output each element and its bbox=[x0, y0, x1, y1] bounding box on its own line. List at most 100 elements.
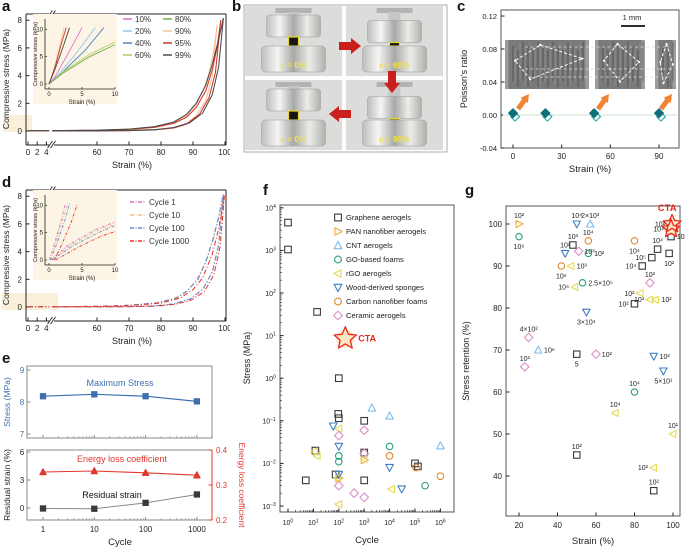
svg-text:2: 2 bbox=[35, 324, 40, 333]
svg-text:40%: 40% bbox=[135, 39, 151, 48]
svg-text:Strain (%): Strain (%) bbox=[112, 336, 152, 346]
svg-text:10⁴: 10⁴ bbox=[629, 381, 640, 388]
svg-text:0: 0 bbox=[511, 152, 516, 161]
svg-text:102: 102 bbox=[333, 518, 344, 527]
svg-text:4: 4 bbox=[44, 148, 49, 157]
svg-text:10²: 10² bbox=[624, 291, 635, 298]
svg-text:70: 70 bbox=[493, 346, 502, 355]
direction-arrow bbox=[329, 106, 351, 122]
svg-text:2×10³: 2×10³ bbox=[581, 213, 600, 220]
sem-image bbox=[505, 40, 589, 89]
svg-text:GO-based foams: GO-based foams bbox=[346, 255, 404, 264]
legend-f: Graphene aerogels PAN nanofiber aerogels C… bbox=[333, 213, 428, 321]
svg-text:6: 6 bbox=[18, 44, 23, 53]
svg-text:0.4: 0.4 bbox=[216, 446, 228, 455]
panel-e: e 7 8 9 Maximum Stress Stress (MPa) 0 3 6 0.2 0.3… bbox=[0, 350, 248, 549]
aerogel-sample bbox=[287, 36, 300, 47]
svg-text:60: 60 bbox=[592, 521, 601, 530]
svg-text:5: 5 bbox=[575, 362, 579, 369]
direction-arrow bbox=[384, 71, 400, 93]
svg-text:Compressive stress (kPa): Compressive stress (kPa) bbox=[33, 22, 39, 86]
svg-text:10²: 10² bbox=[661, 297, 672, 304]
svg-text:Cycle 1: Cycle 1 bbox=[149, 198, 176, 207]
svg-text:Carbon nanofiber foams: Carbon nanofiber foams bbox=[346, 297, 428, 306]
svg-text:100: 100 bbox=[218, 324, 230, 333]
panel-label-e: e bbox=[2, 350, 11, 367]
svg-text:Residual strain (%): Residual strain (%) bbox=[2, 449, 12, 521]
svg-text:PAN nanofiber aerogels: PAN nanofiber aerogels bbox=[346, 227, 426, 236]
svg-text:Graphene aerogels: Graphene aerogels bbox=[346, 213, 411, 222]
svg-text:-0.04: -0.04 bbox=[480, 144, 497, 153]
svg-text:Cycle 100: Cycle 100 bbox=[149, 224, 185, 233]
svg-text:Compressive stress (MPa): Compressive stress (MPa) bbox=[1, 205, 11, 305]
svg-text:10−3: 10−3 bbox=[262, 502, 276, 511]
svg-text:4: 4 bbox=[44, 324, 49, 333]
panel-label-a: a bbox=[2, 0, 11, 15]
svg-text:60: 60 bbox=[606, 152, 615, 161]
svg-text:99%: 99% bbox=[175, 51, 191, 60]
svg-text:2: 2 bbox=[35, 148, 40, 157]
svg-text:0.08: 0.08 bbox=[482, 45, 497, 54]
svg-text:90: 90 bbox=[189, 324, 198, 333]
svg-text:10²: 10² bbox=[655, 222, 666, 229]
svg-text:101: 101 bbox=[265, 332, 276, 341]
svg-text:100: 100 bbox=[139, 525, 153, 534]
svg-text:0: 0 bbox=[47, 268, 51, 274]
panel-label-f: f bbox=[263, 182, 268, 199]
svg-text:8: 8 bbox=[20, 398, 25, 407]
svg-text:Strain (%): Strain (%) bbox=[69, 276, 96, 282]
svg-text:CTA: CTA bbox=[358, 334, 376, 344]
svg-text:1 mm: 1 mm bbox=[623, 13, 642, 22]
svg-text:103: 103 bbox=[359, 518, 370, 527]
svg-text:104: 104 bbox=[384, 518, 395, 527]
svg-text:10²: 10² bbox=[645, 272, 656, 279]
svg-text:Strain (%): Strain (%) bbox=[569, 164, 611, 175]
plot-f: 104 103 102 101 100 10−1 10−2 10−3 100 101 102 103 1… bbox=[242, 204, 455, 546]
svg-text:2: 2 bbox=[18, 275, 23, 284]
svg-text:10⁵: 10⁵ bbox=[635, 255, 646, 262]
panel-c: c -0.04 0.00 0.04 0.08 0.12 0 30 60 90 Strain (%)… bbox=[455, 0, 685, 176]
svg-text:5: 5 bbox=[40, 55, 44, 61]
svg-text:10: 10 bbox=[112, 268, 119, 274]
svg-text:10: 10 bbox=[36, 203, 43, 209]
sem-image bbox=[595, 40, 646, 89]
svg-text:0: 0 bbox=[18, 303, 23, 312]
svg-text:ε = 60%: ε = 60% bbox=[379, 60, 410, 70]
panel-label-b: b bbox=[232, 0, 242, 15]
svg-text:10²: 10² bbox=[520, 356, 531, 363]
stress-vs-cycle-scatter: 104 103 102 101 100 10−1 10−2 10−3 100 101 102 103 1… bbox=[242, 204, 455, 546]
svg-text:10⁴: 10⁴ bbox=[653, 227, 664, 234]
svg-text:10²: 10² bbox=[572, 444, 583, 451]
svg-text:80: 80 bbox=[493, 304, 502, 313]
svg-text:CNT aerogels: CNT aerogels bbox=[346, 241, 393, 250]
svg-text:103: 103 bbox=[265, 247, 276, 256]
svg-text:10⁶: 10⁶ bbox=[544, 348, 555, 355]
svg-text:Strain (%): Strain (%) bbox=[112, 160, 152, 170]
svg-text:10−2: 10−2 bbox=[262, 460, 276, 469]
svg-text:5: 5 bbox=[40, 231, 44, 237]
panel-label-d: d bbox=[2, 174, 12, 191]
svg-text:4: 4 bbox=[18, 248, 23, 257]
fatigue-summary-chart: 7 8 9 Maximum Stress Stress (MPa) 0 3 6 0.2 0.3 0.… bbox=[2, 365, 247, 548]
svg-text:Stress retention (%): Stress retention (%) bbox=[461, 321, 471, 401]
svg-text:60: 60 bbox=[493, 388, 502, 397]
svg-text:104: 104 bbox=[265, 204, 276, 213]
poissons-ratio-chart: -0.04 0.00 0.04 0.08 0.12 0 30 60 90 Strain (%) Po… bbox=[459, 9, 680, 175]
svg-text:10²: 10² bbox=[664, 261, 675, 268]
svg-text:0.3: 0.3 bbox=[216, 481, 228, 490]
aerogel-sample bbox=[287, 110, 300, 121]
svg-text:30: 30 bbox=[557, 152, 566, 161]
svg-text:Strain (%): Strain (%) bbox=[69, 100, 96, 106]
svg-text:100: 100 bbox=[283, 518, 294, 527]
svg-text:Compressive stress (MPa): Compressive stress (MPa) bbox=[1, 29, 11, 129]
svg-text:101: 101 bbox=[308, 518, 319, 527]
svg-text:Stress (MPa): Stress (MPa) bbox=[242, 332, 252, 385]
svg-text:rGO aerogels: rGO aerogels bbox=[346, 269, 392, 278]
svg-text:10²: 10² bbox=[619, 301, 630, 308]
svg-text:0.2: 0.2 bbox=[216, 516, 228, 525]
svg-text:10⁴: 10⁴ bbox=[571, 213, 582, 220]
